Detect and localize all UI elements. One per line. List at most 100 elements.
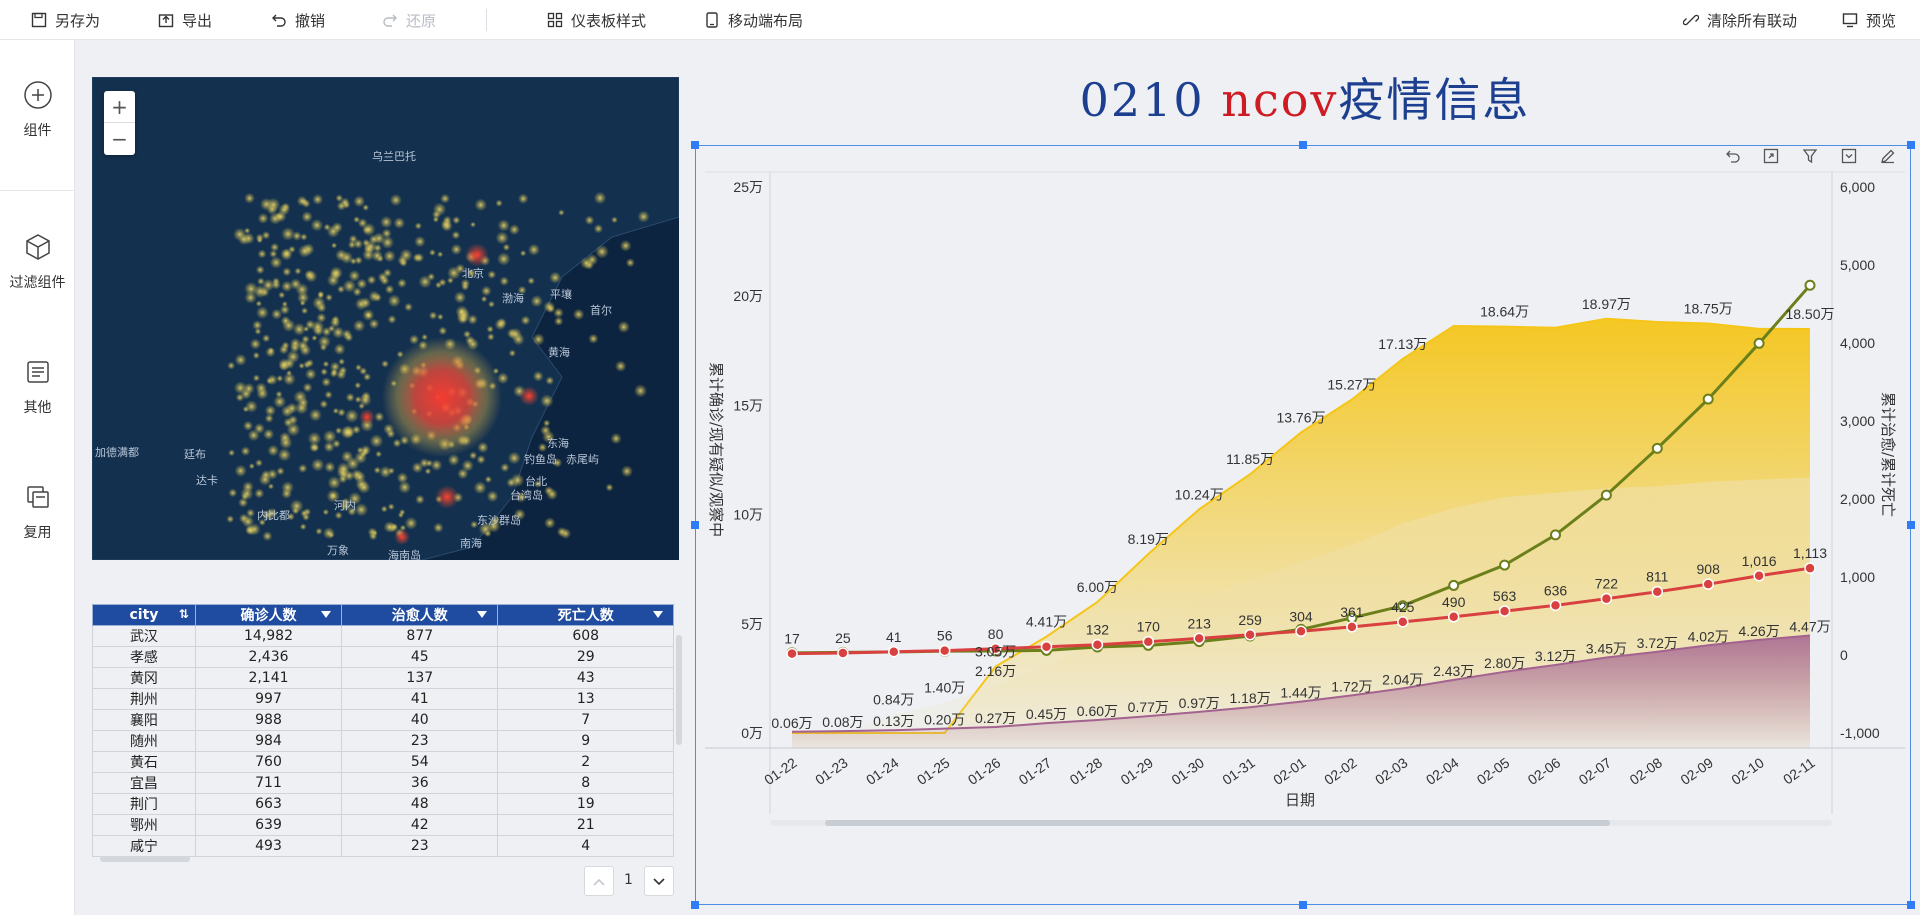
table-header-row: city ⇅ 确诊人数 治愈人数 死亡人数 xyxy=(92,604,674,626)
col-header-cured[interactable]: 治愈人数 xyxy=(341,604,499,626)
table-row[interactable]: 荆州 997 41 13 xyxy=(92,688,674,710)
table-cell: 137 xyxy=(341,667,499,689)
map-label: 台北 xyxy=(525,475,547,488)
map-label: 河内 xyxy=(334,499,356,512)
table-cell: 984 xyxy=(194,730,343,752)
col-header-dead[interactable]: 死亡人数 xyxy=(497,604,674,626)
undo-icon xyxy=(270,11,288,29)
toolbar-divider xyxy=(486,9,487,31)
dropdown-arrow-icon[interactable] xyxy=(653,611,663,618)
table-cell: 宜昌 xyxy=(92,772,196,794)
rail-components[interactable]: 组件 xyxy=(0,78,75,140)
table-row[interactable]: 荆门 663 48 19 xyxy=(92,793,674,815)
table-cell: 2,436 xyxy=(194,646,343,668)
rail-others[interactable]: 其他 xyxy=(0,355,75,417)
table-cell: 武汉 xyxy=(92,625,196,647)
undo-button[interactable]: 撤销 xyxy=(270,0,325,40)
table-row[interactable]: 襄阳 988 40 7 xyxy=(92,709,674,731)
page-next-button[interactable] xyxy=(644,866,674,896)
resize-handle[interactable] xyxy=(1907,141,1915,149)
unlink-icon xyxy=(1682,11,1700,29)
chevron-up-icon xyxy=(592,872,606,891)
table-row[interactable]: 咸宁 493 23 4 xyxy=(92,835,674,857)
filter-icon[interactable] xyxy=(1801,147,1819,165)
chevron-down-icon xyxy=(652,872,666,891)
mobile-icon xyxy=(703,11,721,29)
map-label: 钓鱼岛 xyxy=(524,453,557,466)
table-vertical-scrollbar[interactable] xyxy=(676,635,682,745)
mobile-layout-button[interactable]: 移动端布局 xyxy=(703,0,803,40)
col-header-city[interactable]: city ⇅ xyxy=(92,604,196,626)
dropdown-arrow-icon[interactable] xyxy=(321,611,332,618)
table-cell: 23 xyxy=(341,730,499,752)
zoom-out-button[interactable]: − xyxy=(111,127,128,151)
table-cell: 7 xyxy=(497,709,674,731)
collapse-icon[interactable] xyxy=(1840,147,1858,165)
table-row[interactable]: 鄂州 639 42 21 xyxy=(92,814,674,836)
table-horizontal-scrollbar[interactable] xyxy=(100,856,190,862)
resize-handle[interactable] xyxy=(1299,141,1307,149)
left-sidebar: 组件 过滤组件 其他 复用 xyxy=(0,40,75,915)
resize-handle[interactable] xyxy=(691,521,699,529)
export-button[interactable]: 导出 xyxy=(157,0,212,40)
dashboard-style-button[interactable]: 仪表板样式 xyxy=(546,0,646,40)
page-number: 1 xyxy=(624,872,633,888)
map-label: 南海 xyxy=(460,537,482,550)
resize-handle[interactable] xyxy=(1907,521,1915,529)
table-row[interactable]: 武汉 14,982 877 608 xyxy=(92,625,674,647)
chart-undo-icon[interactable] xyxy=(1724,147,1742,165)
rail-reuse[interactable]: 复用 xyxy=(0,480,75,542)
table-cell: 45 xyxy=(341,646,499,668)
map-label: 东沙群岛 xyxy=(477,514,521,527)
cube-icon xyxy=(21,230,55,264)
table-cell: 54 xyxy=(341,751,499,773)
table-row[interactable]: 孝感 2,436 45 29 xyxy=(92,646,674,668)
table-row[interactable]: 黄石 760 54 2 xyxy=(92,751,674,773)
fullscreen-icon[interactable] xyxy=(1762,147,1780,165)
table-cell: 13 xyxy=(497,688,674,710)
preview-button[interactable]: 预览 xyxy=(1841,0,1896,40)
map-zoom-control: + − xyxy=(104,91,135,155)
rail-filter-components[interactable]: 过滤组件 xyxy=(0,230,75,292)
export-icon xyxy=(157,11,175,29)
col-header-confirmed[interactable]: 确诊人数 xyxy=(194,604,343,626)
page-prev-button[interactable] xyxy=(584,866,614,896)
document-icon xyxy=(21,355,55,389)
edit-icon[interactable] xyxy=(1879,147,1897,165)
resize-handle[interactable] xyxy=(1299,901,1307,909)
chart-selection-frame[interactable] xyxy=(695,145,1911,905)
save-as-button[interactable]: 另存为 xyxy=(30,0,100,40)
table-cell: 29 xyxy=(497,646,674,668)
resize-handle[interactable] xyxy=(691,141,699,149)
table-cell: 48 xyxy=(341,793,499,815)
clear-links-button[interactable]: 清除所有联动 xyxy=(1682,0,1797,40)
map-label: 北京 xyxy=(462,267,484,280)
table-cell: 36 xyxy=(341,772,499,794)
redo-button[interactable]: 还原 xyxy=(381,0,436,40)
resize-handle[interactable] xyxy=(691,901,699,909)
table-row[interactable]: 黄冈 2,141 137 43 xyxy=(92,667,674,689)
resize-handle[interactable] xyxy=(1907,901,1915,909)
table-cell: 黄石 xyxy=(92,751,196,773)
table-cell: 孝感 xyxy=(92,646,196,668)
table-cell: 663 xyxy=(194,793,343,815)
page-title: 0210 ncov疫情信息 xyxy=(1079,73,1531,127)
map-label: 首尔 xyxy=(590,304,612,317)
table-cell: 2,141 xyxy=(194,667,343,689)
table-cell: 荆州 xyxy=(92,688,196,710)
map-label: 渤海 xyxy=(502,292,524,305)
table-cell: 42 xyxy=(341,814,499,836)
table-cell: 8 xyxy=(497,772,674,794)
zoom-in-button[interactable]: + xyxy=(104,91,135,123)
map-label: 廷布 xyxy=(184,448,206,461)
map-label: 乌兰巴托 xyxy=(372,150,416,163)
table-cell: 随州 xyxy=(92,730,196,752)
table-row[interactable]: 宜昌 711 36 8 xyxy=(92,772,674,794)
dropdown-arrow-icon[interactable] xyxy=(477,611,488,618)
china-heat-map[interactable]: + − 乌兰巴托 北京 渤海 平壤 首尔 黄海 加德满都 廷布 达卡 东海 钓鱼… xyxy=(92,77,679,560)
table-row[interactable]: 随州 984 23 9 xyxy=(92,730,674,752)
table-cell: 19 xyxy=(497,793,674,815)
sort-icon[interactable]: ⇅ xyxy=(178,607,189,621)
table-cell: 639 xyxy=(194,814,343,836)
redo-icon xyxy=(381,11,399,29)
